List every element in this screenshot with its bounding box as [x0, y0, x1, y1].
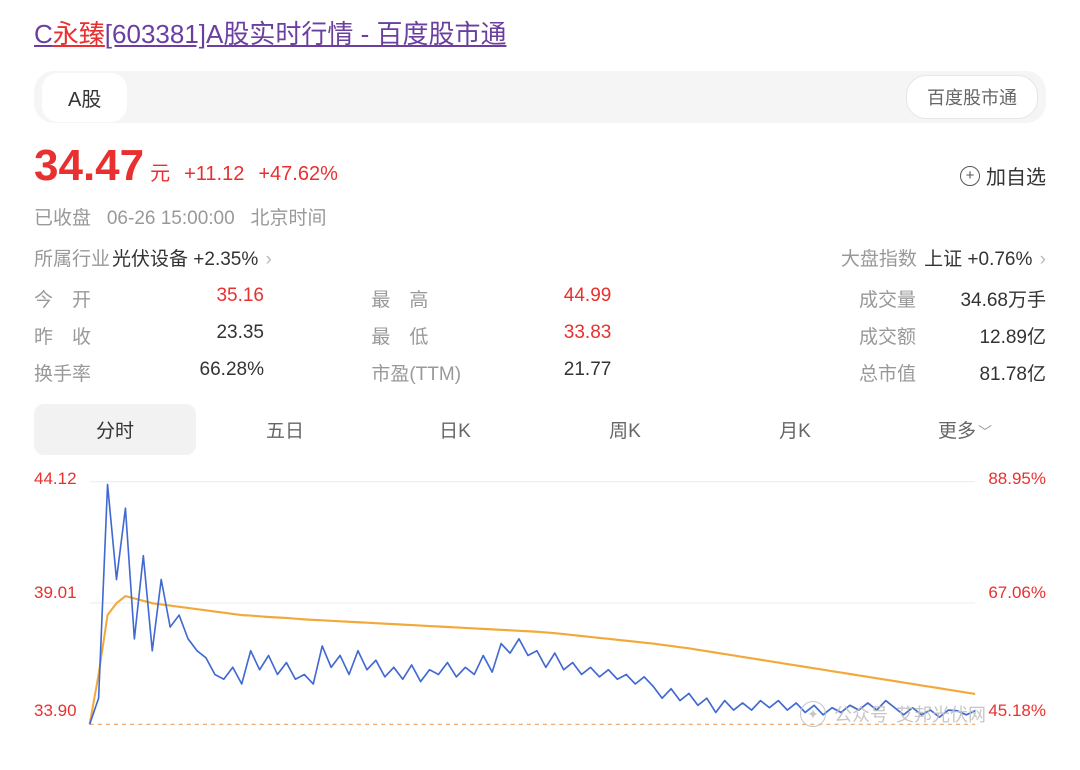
y-right-mid: 67.06%	[988, 583, 1046, 603]
pe-label: 市盈(TTM)	[371, 359, 481, 386]
industry-row: 所属行业 光伏设备 +2.35% › 大盘指数 上证 +0.76% ›	[34, 244, 1046, 271]
price-unit: 元	[150, 157, 170, 186]
add-watchlist-button[interactable]: + 加自选	[960, 161, 1046, 190]
chevron-down-icon: ﹀	[978, 424, 992, 440]
turnover-label: 换手率	[34, 359, 124, 386]
plus-icon: +	[960, 166, 980, 186]
chevron-right-icon: ›	[1040, 249, 1046, 270]
period-tab-daily[interactable]: 日K	[374, 404, 536, 455]
market-tab-bar: A股 百度股市通	[34, 71, 1046, 123]
title-rest: 实时行情 - 百度股市通	[249, 19, 506, 49]
cap-value: 81.78亿	[936, 359, 1046, 386]
page-title-link[interactable]: C永臻[603381]A股实时行情 - 百度股市通	[34, 14, 506, 51]
watermark: ✦ 公众号 艾邦光伏网	[800, 701, 986, 727]
y-right-bot: 45.18%	[988, 701, 1046, 721]
period-tab-5day[interactable]: 五日	[204, 404, 366, 455]
y-left-bot: 33.90	[34, 701, 77, 721]
y-left-mid: 39.01	[34, 583, 77, 603]
turnover-value: 66.28%	[164, 359, 264, 386]
watermark-label: 公众号	[834, 701, 888, 727]
wechat-icon: ✦	[800, 701, 826, 727]
title-stock-name: 永臻	[53, 19, 105, 49]
market-status: 已收盘 06-26 15:00:00 北京时间	[34, 203, 1046, 230]
chart-canvas	[34, 473, 1046, 733]
price-change-pct: +47.62%	[258, 163, 338, 186]
amt-value: 12.89亿	[936, 322, 1046, 349]
watchlist-label: 加自选	[986, 161, 1046, 190]
prev-label: 昨 收	[34, 322, 124, 349]
tab-baidu-stock[interactable]: 百度股市通	[906, 75, 1038, 119]
status-time: 06-26 15:00:00	[107, 208, 235, 229]
chevron-right-icon: ›	[260, 249, 272, 270]
index-value: 上证 +0.76%	[924, 249, 1032, 270]
status-tz: 北京时间	[251, 208, 327, 229]
low-label: 最 低	[371, 322, 481, 349]
amt-label: 成交额	[859, 322, 916, 349]
y-right-top: 88.95%	[988, 469, 1046, 489]
open-value: 35.16	[164, 285, 264, 312]
pe-value: 21.77	[511, 359, 611, 386]
status-closed: 已收盘	[34, 208, 91, 229]
prev-value: 23.35	[164, 322, 264, 349]
period-tab-intraday[interactable]: 分时	[34, 404, 196, 455]
cap-label: 总市值	[859, 359, 916, 386]
vol-label: 成交量	[859, 285, 916, 312]
industry-value[interactable]: 光伏设备 +2.35% ›	[112, 244, 272, 271]
watermark-name: 艾邦光伏网	[896, 701, 986, 727]
title-code: [603381]A股	[105, 19, 250, 49]
price-change-abs: +11.12	[184, 163, 244, 186]
open-label: 今 开	[34, 285, 124, 312]
current-price: 34.47	[34, 141, 144, 191]
y-left-top: 44.12	[34, 469, 77, 489]
period-tabs: 分时 五日 日K 周K 月K 更多﹀	[34, 404, 1046, 455]
index-label: 大盘指数	[841, 249, 917, 270]
low-value: 33.83	[511, 322, 611, 349]
period-tab-monthly[interactable]: 月K	[714, 404, 876, 455]
price-row: 34.47 元 +11.12 +47.62% + 加自选	[34, 141, 1046, 191]
intraday-chart[interactable]: 44.12 39.01 33.90 88.95% 67.06% 45.18% ✦…	[34, 473, 1046, 733]
vol-value: 34.68万手	[936, 285, 1046, 312]
period-tab-more[interactable]: 更多﹀	[884, 404, 1046, 455]
tab-a-shares[interactable]: A股	[42, 73, 127, 122]
period-tab-weekly[interactable]: 周K	[544, 404, 706, 455]
title-prefix: C	[34, 19, 53, 49]
high-label: 最 高	[371, 285, 481, 312]
index-block[interactable]: 大盘指数 上证 +0.76% ›	[841, 244, 1046, 271]
high-value: 44.99	[511, 285, 611, 312]
stats-grid: 今 开 35.16 最 高 44.99 成交量 34.68万手 昨 收 23.35 最 …	[34, 285, 1046, 386]
industry-label: 所属行业	[34, 244, 110, 271]
